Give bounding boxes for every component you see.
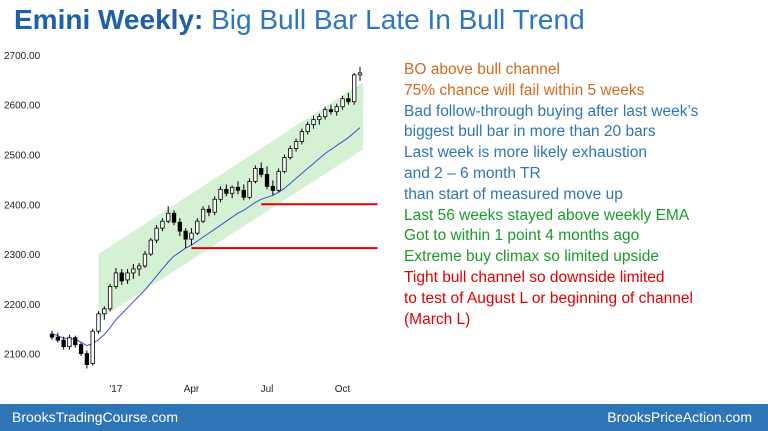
note-line: Last week is more likely exhaustion bbox=[404, 144, 647, 162]
candle-body bbox=[253, 168, 258, 182]
y-tick-label: 2600.00 bbox=[4, 101, 41, 112]
candle-body bbox=[357, 72, 363, 76]
candle-body bbox=[49, 333, 55, 338]
footer-right-site: BrooksPriceAction.com bbox=[607, 409, 752, 425]
note-line: Last 56 weeks stayed above weekly EMA bbox=[404, 206, 690, 224]
title-rest: Big Bull Bar Late In Bull Trend bbox=[211, 4, 585, 35]
candle-body bbox=[78, 344, 84, 355]
footer-left-site: BrooksTradingCourse.com bbox=[12, 409, 178, 425]
candle-body bbox=[131, 268, 136, 274]
candle-body bbox=[148, 239, 153, 255]
ema-line bbox=[51, 127, 361, 347]
x-tick-label: '17 bbox=[109, 384, 122, 395]
footer-bar: BrooksTradingCourse.com BrooksPriceActio… bbox=[0, 404, 768, 431]
candle-body bbox=[317, 116, 322, 121]
candle-body bbox=[206, 208, 212, 213]
candle-body bbox=[311, 119, 316, 126]
y-tick-label: 2700.00 bbox=[4, 51, 41, 62]
candle-body bbox=[282, 157, 287, 172]
candle-body bbox=[288, 148, 293, 158]
candle-body bbox=[189, 232, 194, 240]
note-line: biggest bull bar in more than 20 bars bbox=[404, 123, 656, 141]
candle-body bbox=[154, 227, 159, 241]
candle-body bbox=[352, 74, 357, 103]
note-line: Extreme buy climax so limited upside bbox=[404, 248, 659, 266]
candle-body bbox=[305, 124, 310, 132]
candle-body bbox=[142, 253, 148, 267]
candle-body bbox=[235, 186, 241, 191]
candle-body bbox=[137, 265, 142, 270]
candle-body bbox=[200, 208, 206, 222]
candle-body bbox=[166, 212, 171, 222]
candle-body bbox=[183, 230, 188, 240]
candle-body bbox=[270, 185, 275, 191]
weekly-candlestick-chart: 2700.00 2600.00 2500.00 2400.00 2300.00 2200.… bbox=[4, 51, 378, 395]
candle-body bbox=[293, 141, 299, 149]
candle-body bbox=[247, 180, 252, 198]
note-line: Bad follow-through buying after last wee… bbox=[404, 102, 699, 120]
note-line: BO above bull channel bbox=[404, 61, 560, 78]
candle-body bbox=[102, 308, 107, 315]
commentary-notes: BO above bull channel 75% chance will fai… bbox=[404, 60, 698, 330]
candle-body bbox=[125, 272, 130, 281]
y-tick-label: 2100.00 bbox=[4, 350, 41, 361]
x-tick-label: Jul bbox=[261, 384, 274, 395]
candle-body bbox=[224, 188, 229, 194]
candle-body bbox=[107, 285, 113, 310]
note-line: and 2 – 6 month TR bbox=[404, 164, 541, 182]
candle-body bbox=[73, 337, 78, 346]
candle-body bbox=[177, 221, 182, 232]
bull-channel bbox=[98, 82, 363, 320]
candle-body bbox=[276, 171, 281, 191]
candle-body bbox=[171, 212, 177, 223]
y-tick-label: 2300.00 bbox=[4, 250, 41, 261]
candle-body bbox=[195, 220, 200, 234]
candle-body bbox=[90, 330, 95, 364]
candle-body bbox=[55, 336, 60, 341]
candle-body bbox=[346, 98, 351, 103]
x-tick-label: Apr bbox=[184, 384, 200, 395]
candle-body bbox=[67, 337, 72, 348]
candle-body bbox=[218, 188, 223, 200]
candle-body bbox=[84, 353, 90, 365]
title-bold: Emini Weekly: bbox=[14, 4, 204, 35]
candle-body bbox=[340, 98, 345, 108]
candle-body bbox=[328, 109, 334, 113]
y-tick-label: 2200.00 bbox=[4, 300, 41, 311]
note-line: 75% chance will fail within 5 weeks bbox=[404, 81, 645, 99]
candle-body bbox=[299, 131, 305, 142]
candle-body bbox=[113, 272, 119, 287]
note-line: Tight bull channel so downside limited bbox=[404, 268, 665, 286]
candle-body bbox=[119, 272, 124, 282]
candle-body bbox=[96, 313, 101, 332]
candle-body bbox=[259, 168, 264, 175]
candle-body bbox=[61, 339, 66, 348]
note-line: to test of August L or beginning of chan… bbox=[404, 289, 693, 307]
y-tick-label: 2400.00 bbox=[4, 200, 41, 211]
candle-body bbox=[230, 186, 235, 194]
y-tick-label: 2500.00 bbox=[4, 150, 41, 161]
candle-body bbox=[334, 106, 339, 113]
x-tick-label: Oct bbox=[335, 384, 351, 395]
candle-body bbox=[322, 109, 328, 118]
candle-body bbox=[264, 173, 270, 187]
candle-body bbox=[212, 198, 217, 213]
page-title: Emini Weekly: Big Bull Bar Late In Bull … bbox=[14, 2, 585, 38]
candle-body bbox=[160, 220, 165, 229]
note-line: (March L) bbox=[404, 310, 471, 328]
candle-body bbox=[241, 189, 246, 198]
note-line: than start of measured move up bbox=[404, 185, 623, 203]
note-line: Got to within 1 point 4 months ago bbox=[404, 227, 640, 245]
